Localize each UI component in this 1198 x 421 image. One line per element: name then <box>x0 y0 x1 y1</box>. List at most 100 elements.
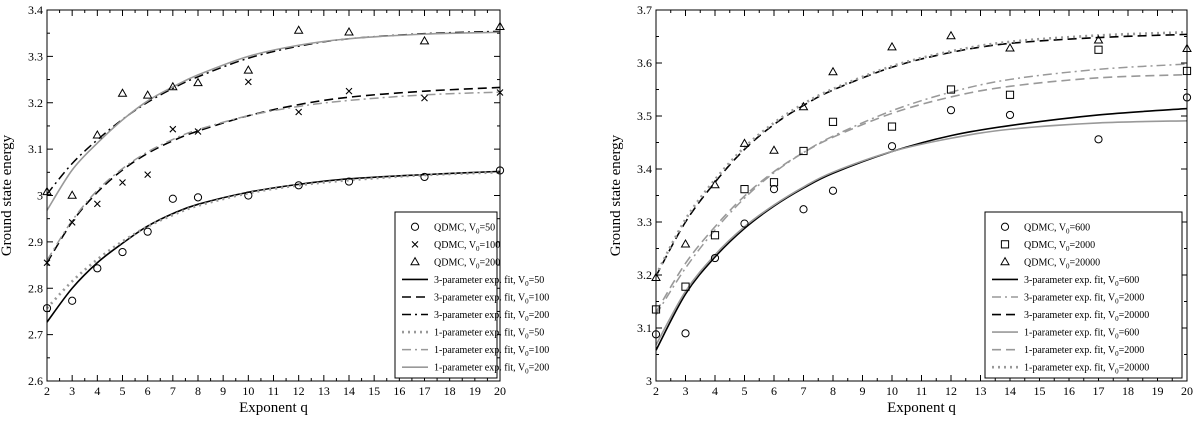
data-point <box>1005 90 1015 99</box>
legend-box <box>984 211 1183 379</box>
fit-curve-6 <box>654 30 1188 276</box>
scatter-series-1 <box>42 166 505 313</box>
x-tick-label: 5 <box>120 384 126 398</box>
data-point <box>1094 45 1103 54</box>
x-tick-label: 12 <box>293 384 305 398</box>
fit-curve-5 <box>46 91 501 261</box>
scatter-series-3 <box>42 21 505 199</box>
y-tick-label: 3.4 <box>637 162 652 176</box>
legend-marker <box>1000 240 1010 249</box>
data-point <box>1005 42 1015 52</box>
fit-curve-2 <box>46 86 501 264</box>
data-point <box>295 108 303 116</box>
data-point <box>710 253 720 263</box>
legend-marker <box>410 222 420 231</box>
x-tick-label: 19 <box>469 384 481 398</box>
data-point <box>421 94 428 102</box>
x-tick-label: 13 <box>318 384 330 398</box>
x-tick-label: 19 <box>1152 384 1164 398</box>
x-tick-label: 15 <box>368 384 380 398</box>
x-tick-label: 17 <box>1093 384 1105 398</box>
x-tick-label: 6 <box>145 384 151 398</box>
y-tick-label: 3.3 <box>637 215 652 229</box>
y-tick-label: 3.2 <box>637 268 652 282</box>
legend-label: 1-parameter exp. fit, V0=50 <box>434 328 544 341</box>
data-point <box>67 190 78 199</box>
legend-label: 1-parameter exp. fit, V0=200 <box>434 363 549 376</box>
data-point <box>144 171 152 179</box>
data-point <box>293 25 304 34</box>
data-point <box>799 205 808 214</box>
data-point <box>193 77 203 87</box>
y-tick-label: 2.7 <box>28 328 43 342</box>
legend-marker <box>1000 222 1010 231</box>
legend: QDMC, V0=50 QDMC, V0=100 QDMC, V0=200 3-par… <box>394 211 549 379</box>
legend-marker <box>410 256 420 266</box>
data-point <box>344 27 354 36</box>
legend-marker <box>1000 256 1010 266</box>
data-point <box>142 90 153 99</box>
fit-curve-6 <box>46 31 501 211</box>
y-tick-label: 3.5 <box>637 109 652 123</box>
x-tick-label: 11 <box>268 384 280 398</box>
data-point <box>420 172 429 182</box>
data-point <box>769 185 779 194</box>
x-axis-label: Exponent q <box>887 400 956 416</box>
data-point <box>193 193 203 202</box>
legend-label: QDMC, V0=100 <box>434 240 500 253</box>
legend-box <box>394 211 498 379</box>
legend-label: QDMC, V0=20000 <box>1024 257 1100 270</box>
data-point <box>118 247 127 257</box>
legend-label: 3-parameter exp. fit, V0=600 <box>1024 275 1139 288</box>
data-point <box>168 194 177 203</box>
x-tick-label: 4 <box>712 384 718 398</box>
legend-label: QDMC, V0=200 <box>434 257 500 270</box>
data-point <box>167 81 178 91</box>
data-point <box>117 88 128 97</box>
legend-label: QDMC, V0=600 <box>1024 222 1090 235</box>
scatter-series-2 <box>651 45 1192 314</box>
legend-label: 3-parameter exp. fit, V0=100 <box>434 293 549 306</box>
legend-marker <box>411 240 419 248</box>
legend-label: 3-parameter exp. fit, V0=200 <box>434 310 549 323</box>
data-point <box>769 178 779 187</box>
legend: QDMC, V0=600 QDMC, V0=2000 QDMC, V0=20000 3… <box>984 211 1183 379</box>
data-point <box>92 130 103 139</box>
data-point <box>946 106 956 115</box>
y-axis-label: Ground state energy <box>608 134 624 256</box>
y-tick-label: 3.7 <box>637 3 652 17</box>
data-point <box>1094 135 1103 144</box>
x-tick-label: 7 <box>170 384 176 398</box>
data-point <box>739 138 750 147</box>
y-tick-label: 3.2 <box>28 96 43 110</box>
data-point <box>1005 110 1015 120</box>
legend-label: 3-parameter exp. fit, V0=20000 <box>1024 310 1149 323</box>
x-tick-label: 6 <box>771 384 777 398</box>
data-point <box>740 185 749 194</box>
y-tick-label: 3.6 <box>637 56 652 70</box>
x-tick-label: 7 <box>801 384 807 398</box>
chart-panel-1: 2 3 4 5 6 7 8 9 10 11 12 13 14 15 16 17 18 19 20 2.6 2.7 2.8 2… <box>0 3 549 416</box>
x-tick-label: 12 <box>945 384 957 398</box>
legend-label: 1-parameter exp. fit, V0=600 <box>1024 328 1139 341</box>
chart-panel-2: 2 3 4 5 6 7 8 9 10 11 12 13 14 15 16 17 18 19 2033.13.23.3… <box>608 3 1193 416</box>
data-point <box>119 179 126 186</box>
data-point <box>345 87 353 95</box>
data-point <box>194 128 202 135</box>
x-tick-label: 4 <box>94 384 100 398</box>
x-tick-label: 17 <box>419 384 431 398</box>
x-tick-label: 10 <box>886 384 898 398</box>
fit-curve-3 <box>46 30 501 195</box>
data-point <box>887 122 897 131</box>
x-tick-label: 14 <box>343 384 355 398</box>
fit-curve-1 <box>46 170 501 323</box>
fit-curve-5 <box>655 73 1188 313</box>
data-point <box>887 142 897 151</box>
legend-label: 3-parameter exp. fit, V0=2000 <box>1024 293 1144 306</box>
data-point <box>68 219 76 226</box>
x-tick-label: 16 <box>1063 384 1075 398</box>
x-tick-label: 5 <box>742 384 748 398</box>
data-point <box>946 30 956 40</box>
y-tick-label: 3.4 <box>28 3 43 17</box>
data-point <box>680 239 691 248</box>
